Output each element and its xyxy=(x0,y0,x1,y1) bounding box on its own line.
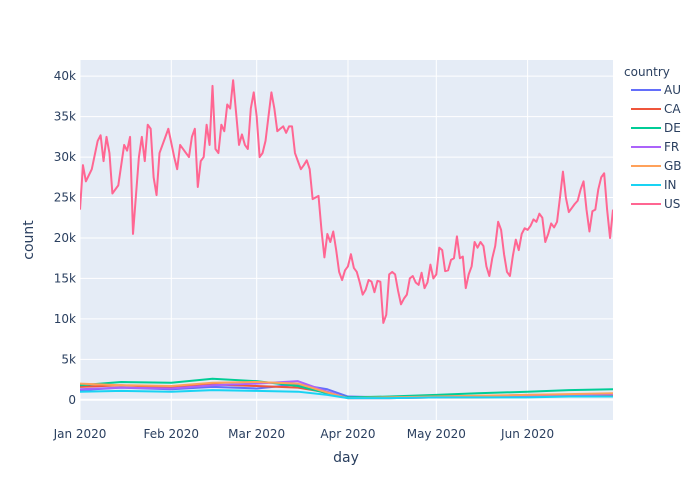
legend-label: DE xyxy=(664,121,681,135)
plot-area xyxy=(80,60,613,420)
x-tick-label: Feb 2020 xyxy=(143,427,199,441)
legend-label: IN xyxy=(664,178,677,192)
x-tick-label: Jun 2020 xyxy=(500,427,554,441)
x-tick-label: Mar 2020 xyxy=(228,427,285,441)
y-tick-label: 5k xyxy=(61,352,76,366)
y-axis-ticks: 0 5k 10k 15k 20k 25k 30k 35k 40k xyxy=(54,69,76,407)
y-tick-label: 25k xyxy=(54,191,76,205)
legend-item-ca[interactable]: CA xyxy=(631,102,681,116)
y-tick-label: 15k xyxy=(54,271,76,285)
gridlines xyxy=(79,60,613,420)
x-tick-label: Jan 2020 xyxy=(53,427,107,441)
legend: country AU CA DE FR GB IN US xyxy=(624,65,682,211)
legend-item-de[interactable]: DE xyxy=(631,121,681,135)
y-tick-label: 10k xyxy=(54,312,76,326)
y-tick-label: 20k xyxy=(54,231,76,245)
legend-label: AU xyxy=(664,83,681,97)
legend-label: CA xyxy=(664,102,681,116)
legend-item-au[interactable]: AU xyxy=(631,83,681,97)
legend-label: GB xyxy=(664,159,682,173)
y-tick-label: 30k xyxy=(54,150,76,164)
legend-item-fr[interactable]: FR xyxy=(631,140,679,154)
legend-item-in[interactable]: IN xyxy=(631,178,677,192)
legend-items: AU CA DE FR GB IN US xyxy=(631,83,682,211)
y-tick-label: 40k xyxy=(54,69,76,83)
x-tick-label: May 2020 xyxy=(407,427,466,441)
y-tick-label: 35k xyxy=(54,110,76,124)
series-lines xyxy=(80,79,613,400)
legend-item-us[interactable]: US xyxy=(631,197,680,211)
series-line-gb xyxy=(80,380,613,400)
series-line-us xyxy=(80,79,613,324)
legend-label: US xyxy=(664,197,680,211)
legend-title: country xyxy=(624,65,670,79)
legend-item-gb[interactable]: GB xyxy=(631,159,682,173)
y-tick-label: 0 xyxy=(68,393,76,407)
y-axis-title: count xyxy=(21,220,37,260)
x-axis-title: day xyxy=(333,450,359,466)
legend-label: FR xyxy=(664,140,679,154)
x-axis-ticks: Jan 2020 Feb 2020 Mar 2020 Apr 2020 May 2020… xyxy=(53,427,555,441)
x-tick-label: Apr 2020 xyxy=(320,427,375,441)
series-line-in xyxy=(80,389,613,400)
